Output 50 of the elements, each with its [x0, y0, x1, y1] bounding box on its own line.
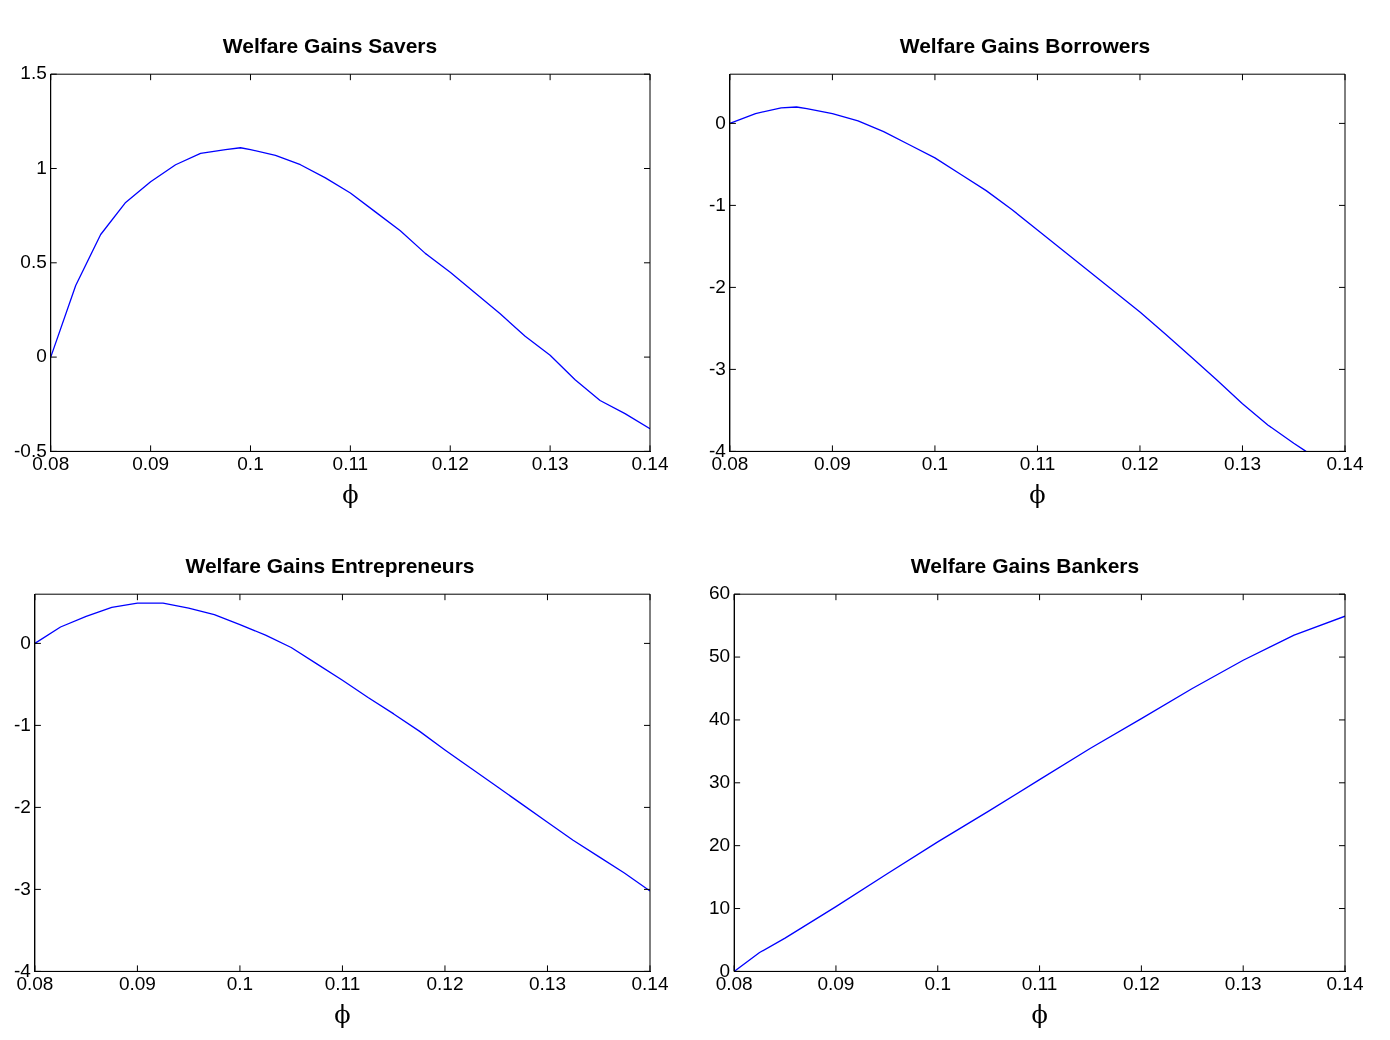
x-tick-label: 0.12 [1122, 973, 1160, 995]
x-tick-label: 0.09 [813, 453, 851, 475]
x-tick-label: 0.1 [226, 973, 254, 995]
chart-title: Welfare Gains Borrowers [899, 34, 1151, 58]
y-tick-label: -1 [708, 193, 726, 215]
x-tick-label: 0.14 [1326, 453, 1364, 475]
y-tick-label: -1 [13, 713, 31, 735]
y-tick-label: 0 [36, 345, 47, 367]
y-tick-label: 60 [708, 582, 731, 604]
x-axis-title: ϕ [1031, 1000, 1048, 1029]
y-tick-label: 0 [715, 111, 726, 133]
chart-title: Welfare Gains Entrepreneurs [185, 554, 475, 578]
x-tick-label: 0.09 [817, 973, 855, 995]
y-tick-label: 1 [36, 156, 47, 178]
y-tick-label: 20 [708, 833, 731, 855]
x-tick-label: 0.09 [132, 453, 170, 475]
y-tick-label: 30 [708, 771, 731, 793]
x-tick-label: 0.1 [237, 453, 264, 475]
x-tick-label: 0.11 [1021, 973, 1058, 995]
y-tick-label: 0.5 [20, 251, 47, 273]
x-axis-title: ϕ [334, 1000, 351, 1029]
x-tick-label: 0.14 [631, 453, 669, 475]
x-axis-title: ϕ [1029, 480, 1046, 509]
x-tick-label: 0.14 [1326, 973, 1364, 995]
y-tick-label: 1.5 [20, 62, 47, 84]
y-tick-label: 0 [20, 631, 31, 653]
y-tick-label: 10 [708, 896, 731, 918]
x-tick-label: 0.12 [426, 973, 464, 995]
chart-title: Welfare Gains Bankers [910, 554, 1140, 578]
y-tick-label: -3 [708, 357, 726, 379]
x-tick-label: 0.12 [431, 453, 469, 475]
x-tick-label: 0.1 [924, 973, 951, 995]
x-tick-label: 0.13 [1223, 453, 1261, 475]
x-tick-label: 0.09 [118, 973, 156, 995]
x-tick-label: 0.14 [631, 973, 669, 995]
y-tick-label: 40 [708, 708, 731, 730]
x-axis-title: ϕ [342, 480, 359, 509]
chart-title: Welfare Gains Savers [222, 34, 438, 58]
y-tick-label: -2 [708, 275, 726, 297]
y-tick-label: 50 [708, 645, 731, 667]
x-tick-label: 0.1 [921, 453, 949, 475]
x-tick-label: 0.11 [332, 453, 369, 475]
x-tick-label: 0.11 [1019, 453, 1056, 475]
x-tick-label: 0.12 [1121, 453, 1159, 475]
y-tick-label: -3 [13, 877, 31, 899]
x-tick-label: 0.11 [324, 973, 361, 995]
x-tick-label: 0.13 [531, 453, 569, 475]
y-tick-label: -2 [13, 795, 31, 817]
x-tick-label: 0.13 [1224, 973, 1262, 995]
x-tick-label: 0.13 [528, 973, 566, 995]
